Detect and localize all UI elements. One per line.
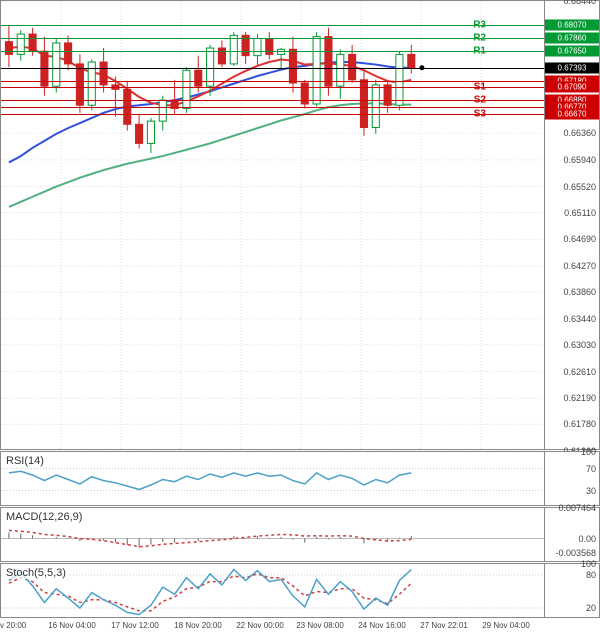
stoch-label: Stoch(5,5,3)	[4, 567, 68, 579]
price-plot-area[interactable]: R3R2R1S1S2S3	[1, 1, 544, 449]
stoch-svg	[1, 564, 546, 619]
rsi-svg	[1, 452, 546, 507]
macd-y-axis: 0.0074640.00-0.003568	[544, 508, 599, 561]
stoch-y-axis: 2080100	[544, 564, 599, 617]
rsi-y-axis: 3070100	[544, 452, 599, 505]
stoch-panel[interactable]: Stoch(5,5,3) 2080100	[0, 563, 600, 618]
macd-panel[interactable]: MACD(12,26,9) 0.0074640.00-0.003568	[0, 507, 600, 562]
rsi-label: RSI(14)	[4, 455, 46, 467]
time-axis: Nov 20:0016 Nov 04:0017 Nov 12:0018 Nov …	[0, 619, 600, 639]
price-y-axis: 0.684400.680700.678600.676500.673930.671…	[544, 1, 599, 449]
rsi-panel[interactable]: RSI(14) 3070100	[0, 451, 600, 506]
price-chart[interactable]: R3R2R1S1S2S3 0.684400.680700.678600.6765…	[0, 0, 600, 450]
macd-label: MACD(12,26,9)	[4, 511, 84, 523]
